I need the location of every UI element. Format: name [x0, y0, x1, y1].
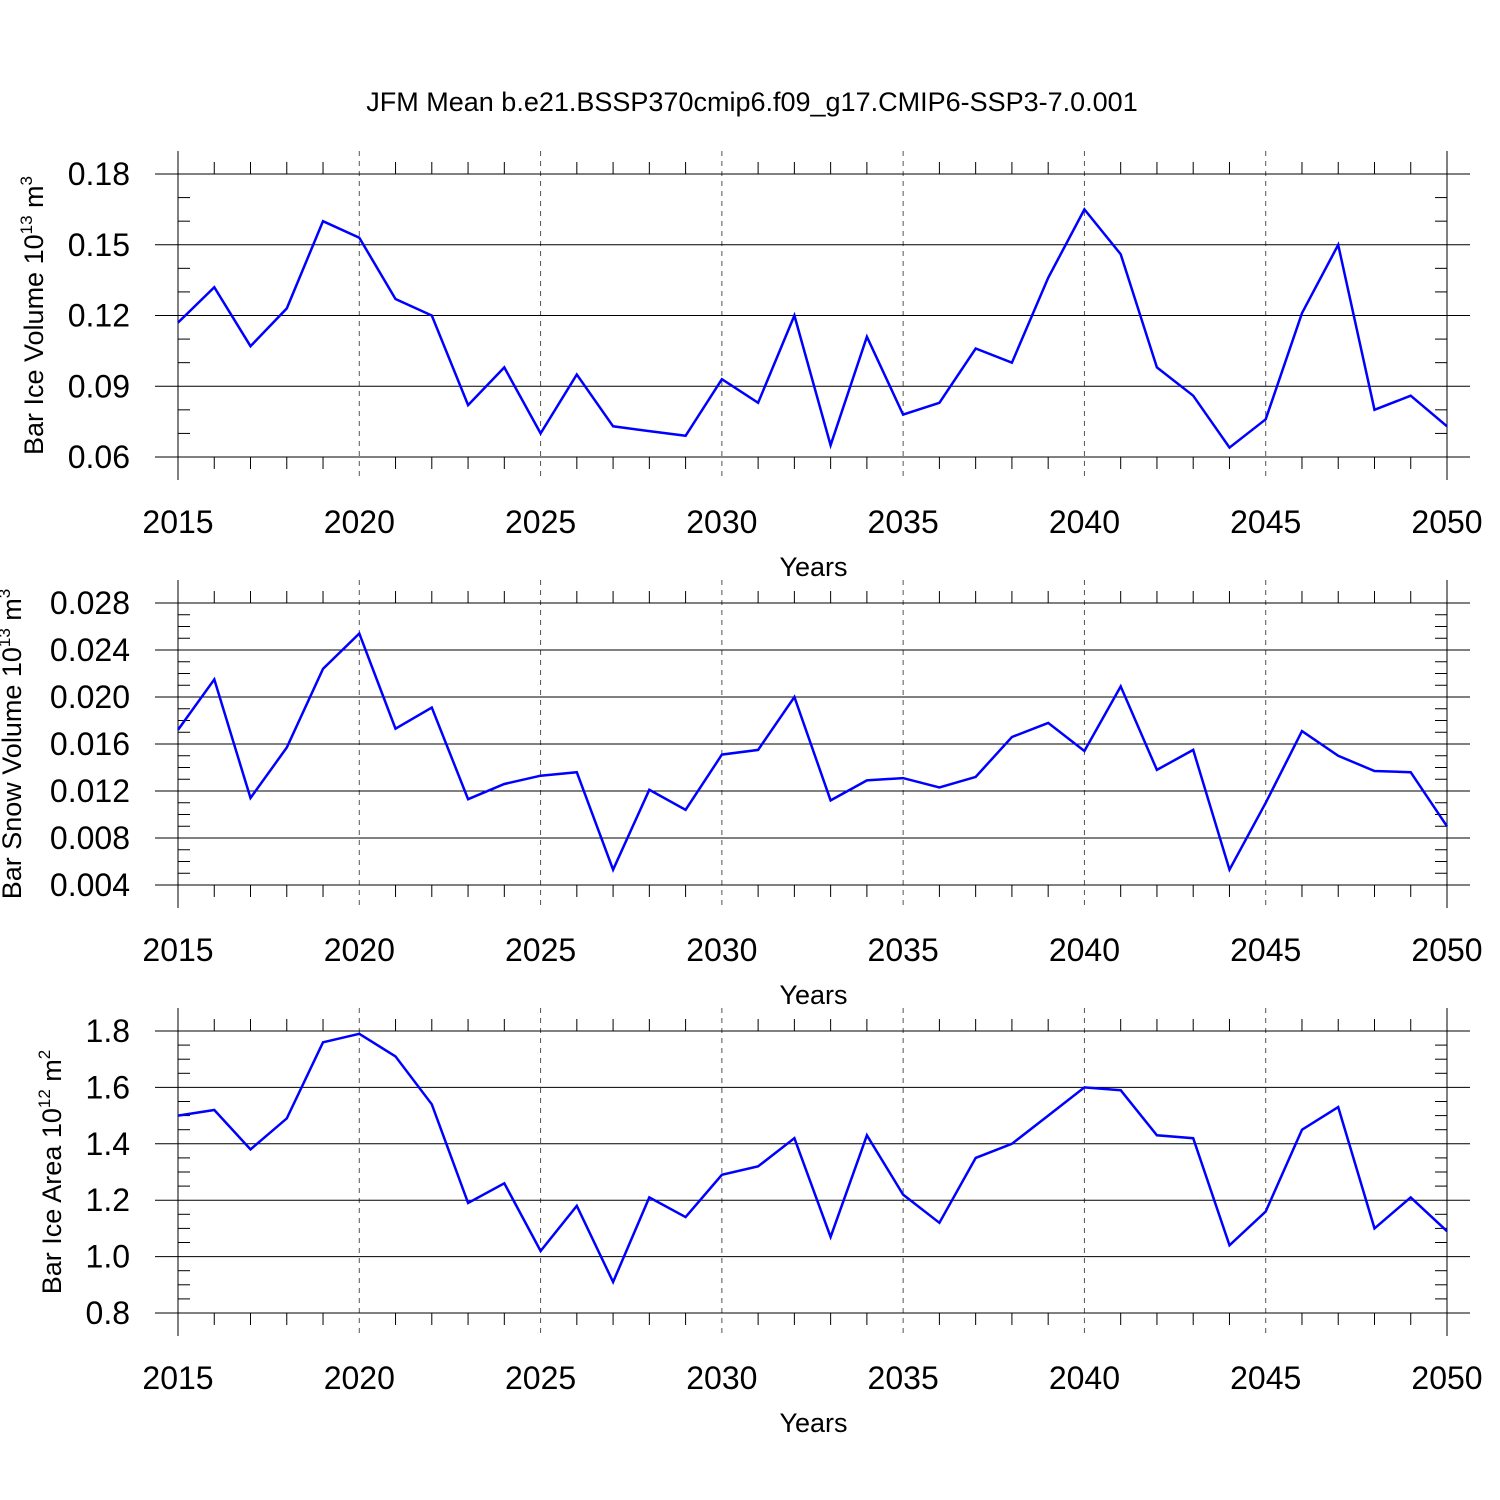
x-tick-label: 2030	[686, 1360, 757, 1396]
x-tick-label: 2050	[1411, 504, 1482, 540]
y-tick-label: 0.004	[50, 867, 130, 903]
x-tick-label: 2030	[686, 932, 757, 968]
y-tick-label: 0.06	[68, 439, 130, 475]
y-tick-label: 1.8	[86, 1013, 130, 1049]
panel-1: 2015 2020 2025 2030 2035 2040 2045 2050 0.06 0.09…	[17, 151, 1483, 582]
x-tick-label: 2040	[1049, 932, 1120, 968]
y-tick-label: 0.12	[68, 298, 130, 334]
y-tick-label: 0.020	[50, 679, 130, 715]
x-tick-label: 2045	[1230, 932, 1301, 968]
y-tick-label: 0.8	[86, 1295, 130, 1331]
y-tick-label: 0.024	[50, 632, 130, 668]
x-axis-label: Years	[779, 1408, 847, 1438]
x-tick-label: 2050	[1411, 932, 1482, 968]
panel-2: 2015 2020 2025 2030 2035 2040 2045 2050 0.004 0.0…	[0, 580, 1483, 1010]
x-tick-label: 2025	[505, 1360, 576, 1396]
x-tick-label: 2020	[324, 932, 395, 968]
y-axis-label: Bar Snow Volume 1013 m3	[0, 589, 27, 900]
x-tick-label: 2045	[1230, 504, 1301, 540]
x-tick-label: 2040	[1049, 1360, 1120, 1396]
y-axis-label: Bar Ice Volume 1013 m3	[17, 176, 49, 455]
x-tick-label: 2015	[142, 932, 213, 968]
y-tick-label: 0.15	[68, 227, 130, 263]
figure-title: JFM Mean b.e21.BSSP370cmip6.f09_g17.CMIP…	[366, 87, 1137, 117]
y-tick-label: 0.028	[50, 585, 130, 621]
y-tick-label: 1.6	[86, 1069, 130, 1105]
x-tick-label: 2020	[324, 504, 395, 540]
y-tick-label: 1.4	[86, 1126, 130, 1162]
y-tick-label: 0.09	[68, 368, 130, 404]
x-tick-label: 2050	[1411, 1360, 1482, 1396]
x-tick-label: 2035	[868, 1360, 939, 1396]
x-tick-label: 2025	[505, 932, 576, 968]
x-tick-label: 2025	[505, 504, 576, 540]
x-tick-label: 2035	[868, 932, 939, 968]
x-tick-label: 2020	[324, 1360, 395, 1396]
x-axis-label: Years	[779, 980, 847, 1010]
x-tick-label: 2045	[1230, 1360, 1301, 1396]
x-tick-label: 2040	[1049, 504, 1120, 540]
x-tick-label: 2030	[686, 504, 757, 540]
y-tick-label: 0.18	[68, 156, 130, 192]
y-axis-label: Bar Ice Area 1012 m2	[35, 1050, 67, 1295]
series-line	[176, 631, 1449, 873]
x-tick-label: 2035	[868, 504, 939, 540]
y-tick-label: 0.016	[50, 726, 130, 762]
x-tick-label: 2015	[142, 1360, 213, 1396]
series-line	[177, 207, 1448, 450]
x-tick-label: 2015	[142, 504, 213, 540]
series-line	[177, 1032, 1448, 1286]
y-tick-label: 1.2	[86, 1182, 130, 1218]
x-axis-label: Years	[779, 552, 847, 582]
y-tick-label: 0.008	[50, 820, 130, 856]
y-tick-label: 1.0	[86, 1239, 130, 1275]
panel-3: 2015 2020 2025 2030 2035 2040 2045 2050 0.8 1.0 1.…	[35, 1008, 1483, 1438]
y-tick-label: 0.012	[50, 773, 130, 809]
